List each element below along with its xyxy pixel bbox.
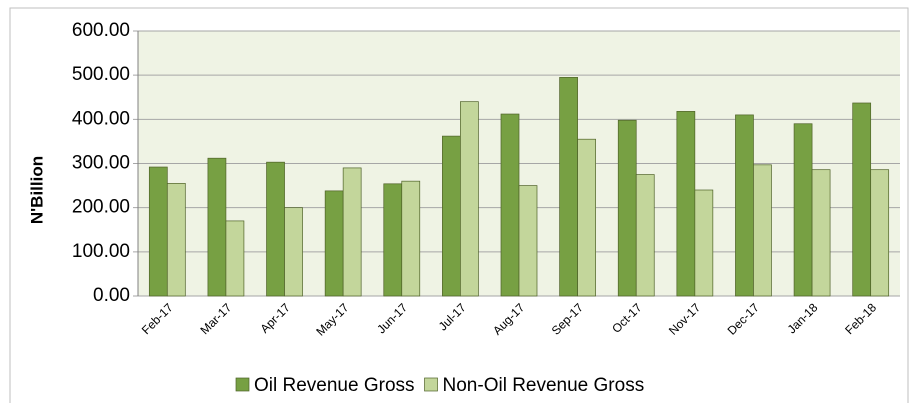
x-tick-label: Nov-17	[666, 300, 703, 337]
bar	[852, 102, 872, 297]
bar	[225, 220, 245, 297]
bar	[500, 113, 520, 297]
y-tick-label: 600.00	[72, 20, 130, 41]
x-tick-label: Mar-17	[198, 300, 235, 337]
x-tick-label: Feb-18	[842, 300, 879, 337]
bar	[401, 180, 421, 297]
bar	[284, 207, 303, 297]
x-tick-label: May-17	[313, 300, 351, 338]
bar	[811, 169, 831, 297]
bar	[324, 190, 344, 297]
legend-label: Non-Oil Revenue Gross	[443, 375, 645, 396]
x-tick-label: Oct-17	[609, 300, 645, 336]
bar	[559, 77, 578, 297]
legend-label: Oil Revenue Gross	[254, 375, 415, 396]
chart-frame	[9, 7, 909, 403]
y-tick-label: 100.00	[72, 241, 130, 262]
y-tick-label: 0.00	[93, 285, 130, 306]
bar	[870, 169, 890, 297]
y-tick-label: 300.00	[72, 153, 130, 174]
x-tick-label: Aug-17	[490, 300, 527, 337]
bar	[383, 183, 403, 297]
bar	[266, 161, 285, 297]
legend-swatch	[424, 377, 438, 392]
x-tick-label: Apr-17	[258, 300, 294, 336]
x-tick-label: Jan-18	[785, 300, 821, 336]
x-tick-label: Dec-17	[725, 300, 762, 337]
bar	[635, 174, 655, 297]
y-axis-label: N'Billion	[27, 156, 46, 224]
bar	[676, 111, 696, 297]
bar	[342, 167, 362, 297]
bar	[753, 164, 772, 297]
y-tick-label: 400.00	[72, 108, 130, 129]
y-tick-label: 200.00	[72, 197, 130, 218]
x-tick-label: Sep-17	[549, 300, 586, 337]
bar	[694, 189, 714, 297]
x-tick-label: Jun-17	[374, 300, 410, 336]
bar	[460, 101, 479, 297]
bar	[518, 185, 538, 297]
x-tick-label: Jul-17	[436, 300, 469, 333]
bar	[207, 157, 227, 297]
bar	[793, 123, 813, 297]
legend-swatch	[235, 377, 250, 392]
bar	[577, 138, 596, 297]
x-tick-label: Feb-17	[139, 300, 176, 337]
bar	[166, 183, 186, 297]
bar	[148, 166, 168, 297]
bar	[735, 114, 754, 297]
bar	[617, 119, 637, 297]
bar	[442, 135, 461, 297]
y-tick-label: 500.00	[72, 64, 130, 85]
